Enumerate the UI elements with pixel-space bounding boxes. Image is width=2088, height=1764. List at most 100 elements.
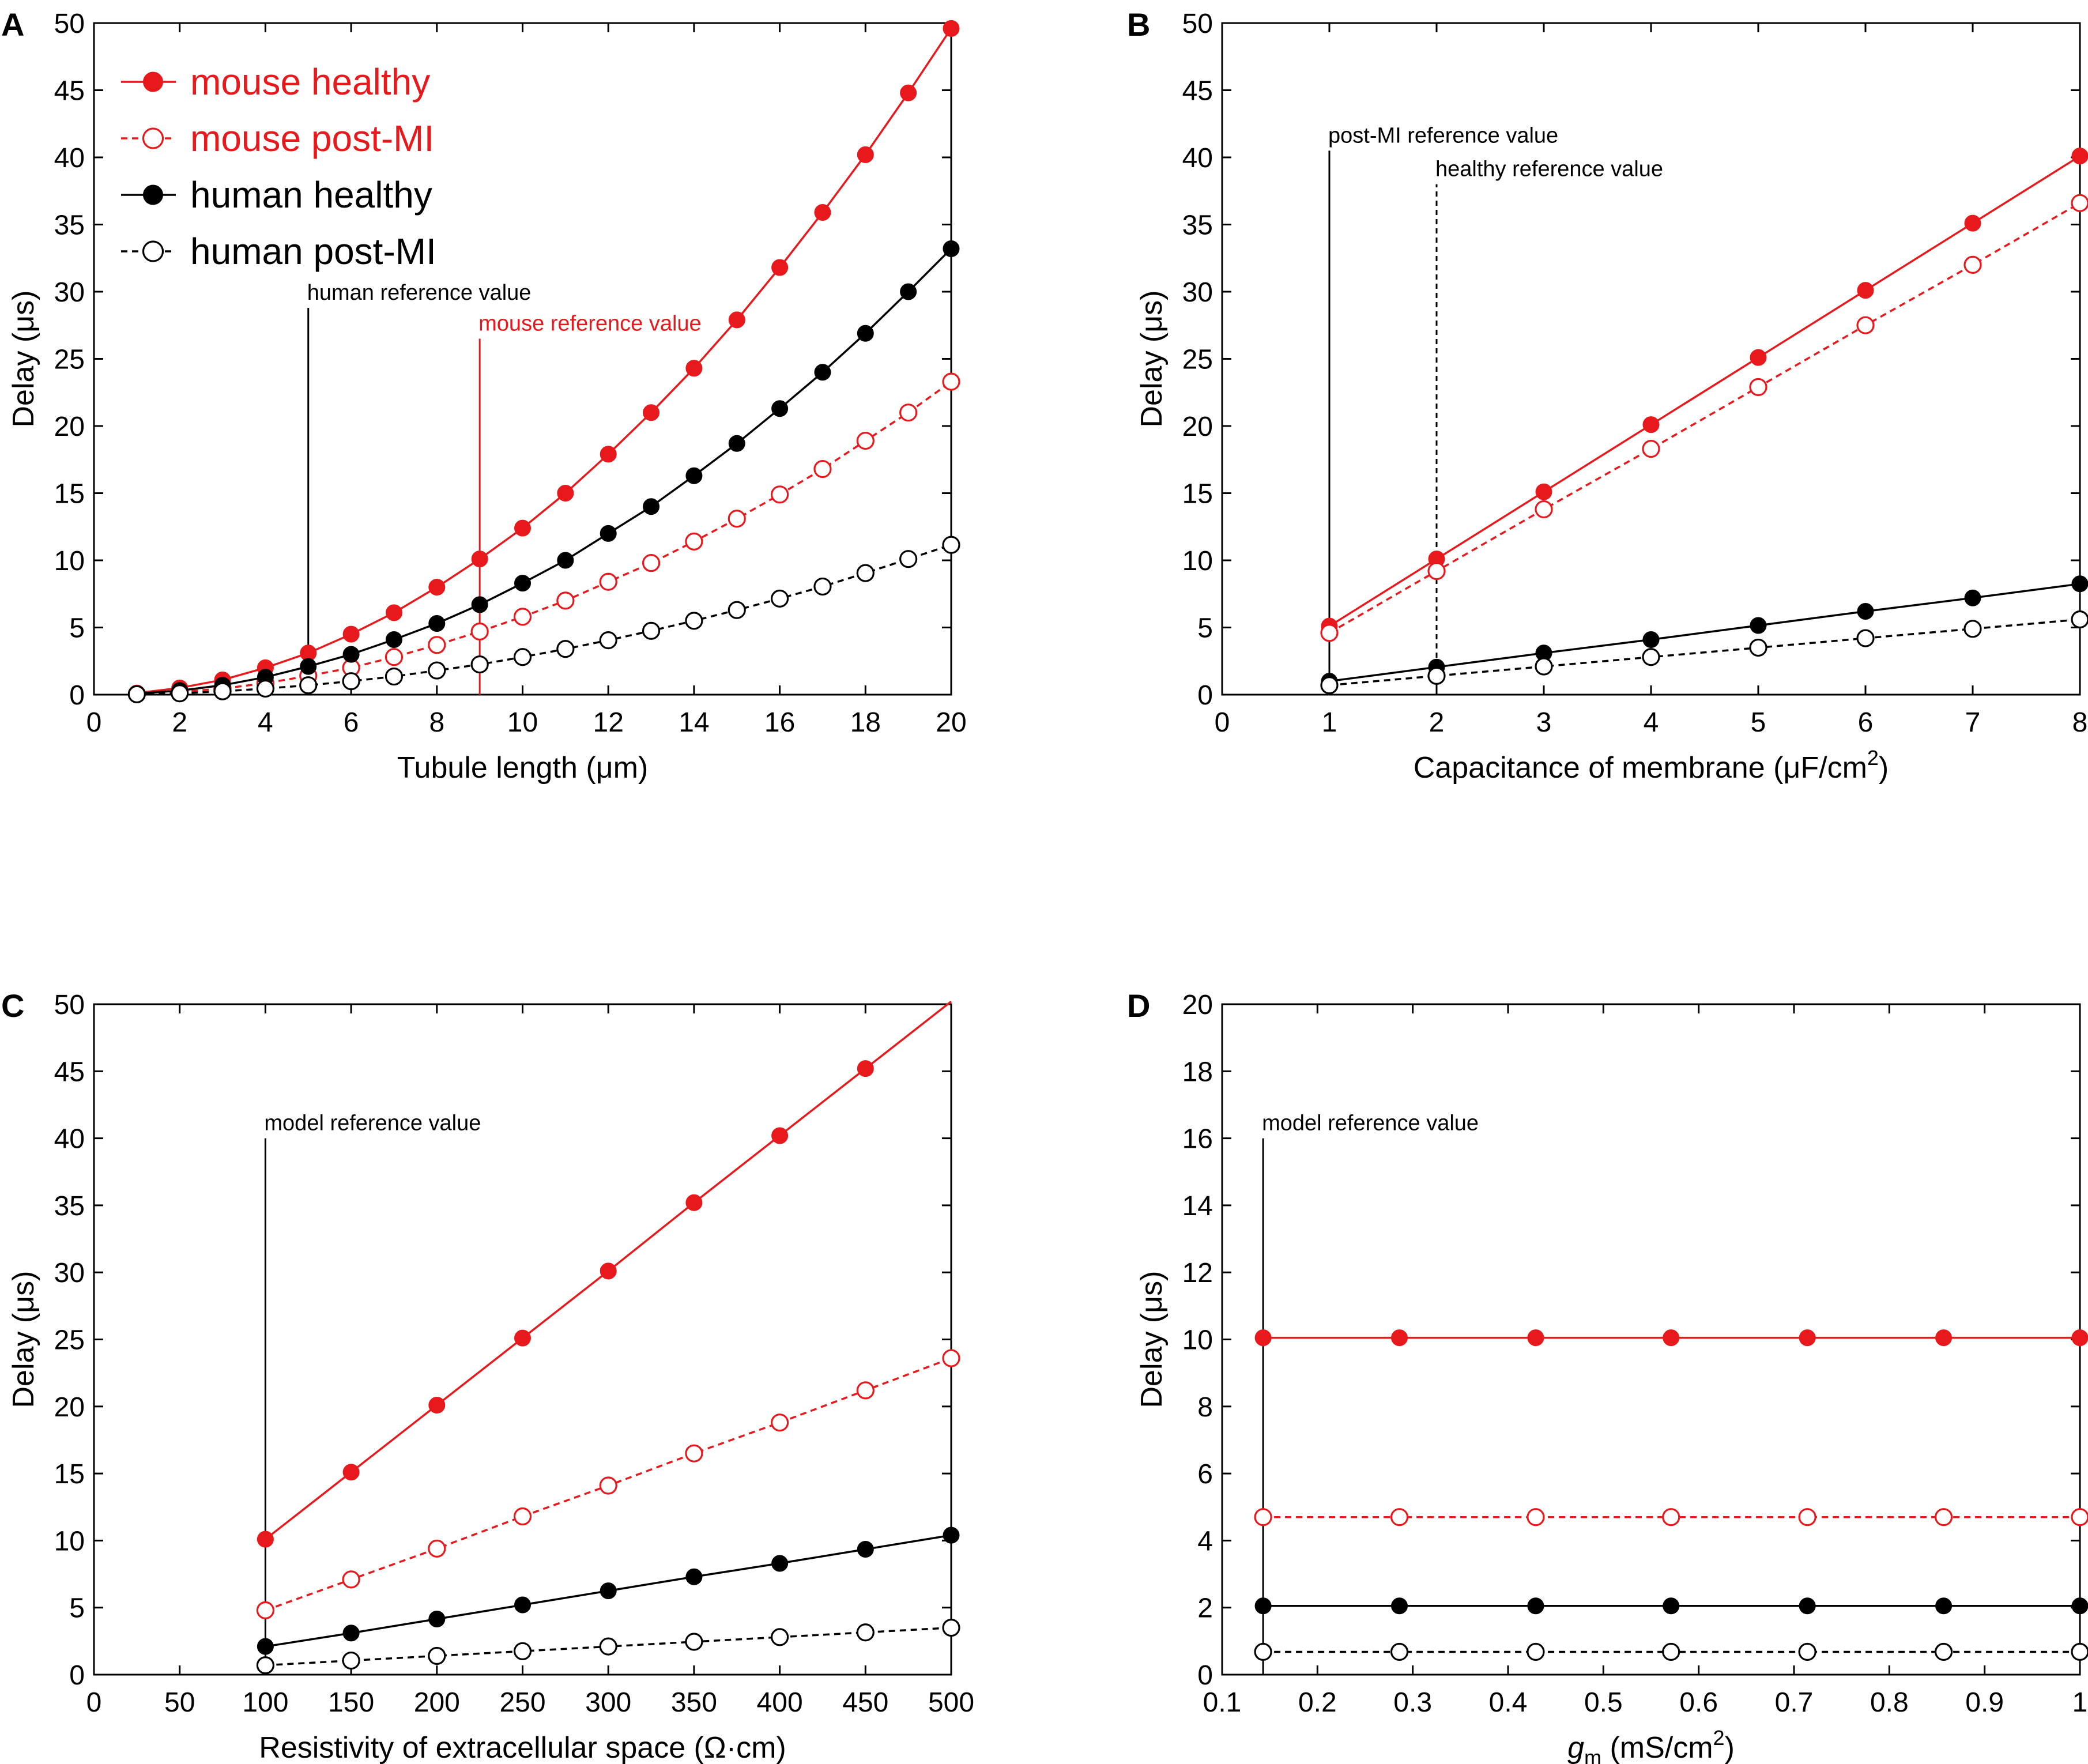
data-point (1750, 617, 1767, 634)
y-tick-label: 10 (1182, 1325, 1213, 1356)
data-point (1963, 620, 1982, 638)
data-point (1964, 214, 1981, 232)
legend-marker (143, 71, 163, 92)
y-tick-label: 16 (1182, 1124, 1213, 1155)
x-tick-label: 3 (1536, 707, 1552, 738)
data-point (428, 1610, 446, 1627)
y-tick-label: 30 (54, 277, 85, 308)
x-axis-label: Tubule length (μm) (397, 751, 649, 785)
y-tick-label: 45 (1182, 76, 1213, 107)
data-point (1254, 1642, 1272, 1661)
x-axis-label: gm (mS/cm2) (1567, 1726, 1735, 1764)
x-axis-label-superscript: 2 (1713, 1726, 1725, 1750)
data-point (1663, 1597, 1680, 1615)
data-point (342, 1464, 360, 1481)
y-tick-label: 5 (69, 613, 85, 644)
data-point (857, 325, 874, 342)
data-point (470, 655, 489, 674)
x-tick-label: 16 (764, 707, 795, 738)
data-point (728, 601, 746, 619)
x-tick-label: 150 (328, 1687, 374, 1718)
data-point (685, 1633, 703, 1651)
data-point (513, 608, 532, 626)
data-point (470, 622, 489, 641)
x-tick-label: 100 (242, 1687, 288, 1718)
y-tick-label: 30 (54, 1258, 85, 1288)
data-point (1527, 1597, 1544, 1615)
data-point (685, 612, 703, 630)
data-point (642, 621, 661, 640)
data-point (813, 459, 832, 478)
y-tick-label: 50 (54, 9, 85, 39)
y-tick-label: 35 (1182, 210, 1213, 241)
data-point (942, 372, 960, 391)
x-tick-label: 0.4 (1489, 1687, 1528, 1718)
data-point (1799, 1597, 1816, 1615)
data-point (1427, 666, 1446, 685)
data-point (1535, 657, 1553, 676)
data-point (857, 1060, 874, 1077)
data-point (1749, 378, 1767, 397)
y-tick-label: 10 (54, 546, 85, 576)
data-point (1527, 1508, 1545, 1526)
data-point (1749, 638, 1767, 657)
data-point (942, 1618, 960, 1637)
data-point (1390, 1642, 1409, 1661)
data-point (814, 204, 831, 221)
x-tick-label: 200 (414, 1687, 460, 1718)
x-tick-label: 1 (1322, 707, 1337, 738)
data-point (1391, 1329, 1408, 1347)
y-tick-label: 25 (54, 345, 85, 375)
y-tick-label: 40 (1182, 143, 1213, 174)
data-point (428, 579, 446, 596)
x-tick-label: 5 (1751, 707, 1766, 738)
x-axis-label-text: Capacitance of membrane (μF/cm (1414, 751, 1867, 785)
y-tick-label: 0 (69, 680, 85, 711)
data-point (514, 575, 531, 592)
panel-label: A (1, 6, 24, 43)
x-axis-label-text: Tubule length (μm) (397, 751, 649, 785)
data-point (385, 631, 402, 648)
panel-label: C (1, 987, 24, 1024)
data-point (2071, 1597, 2088, 1615)
data-point (771, 1555, 789, 1572)
data-point (899, 550, 918, 568)
data-point (342, 1570, 360, 1589)
data-point (899, 404, 918, 422)
data-point (856, 432, 875, 450)
y-tick-label: 15 (54, 479, 85, 510)
data-point (471, 596, 488, 613)
x-tick-label: 0 (1215, 707, 1230, 738)
data-point (256, 679, 274, 698)
x-axis-label: Resistivity of extracellular space (Ω·cm… (259, 1731, 786, 1764)
data-point (428, 636, 446, 654)
data-point (771, 1127, 789, 1144)
data-point (1391, 1597, 1408, 1615)
x-tick-label: 10 (507, 707, 538, 738)
data-point (2071, 610, 2088, 629)
data-point (1427, 562, 1446, 581)
legend-marker (142, 240, 164, 262)
x-tick-label: 0.6 (1679, 1687, 1718, 1718)
reference-label: human reference value (307, 281, 532, 305)
y-tick-label: 12 (1182, 1258, 1213, 1288)
data-point (1642, 631, 1660, 648)
data-point (599, 1476, 617, 1495)
data-point (642, 554, 661, 572)
series-line-human-post-MI (1329, 618, 2081, 687)
y-tick-label: 0 (1197, 680, 1213, 711)
data-point (514, 1596, 531, 1614)
data-point (1964, 589, 1981, 606)
y-tick-label: 20 (54, 412, 85, 442)
series-line-mouse-post-MI (1329, 202, 2081, 634)
data-point (1254, 1329, 1272, 1347)
legend-label: human healthy (190, 174, 432, 216)
data-point (813, 577, 832, 596)
y-tick-label: 30 (1182, 277, 1213, 308)
reference-label: post-MI reference value (1328, 123, 1558, 148)
data-point (942, 1349, 960, 1367)
data-point (2071, 1508, 2088, 1526)
